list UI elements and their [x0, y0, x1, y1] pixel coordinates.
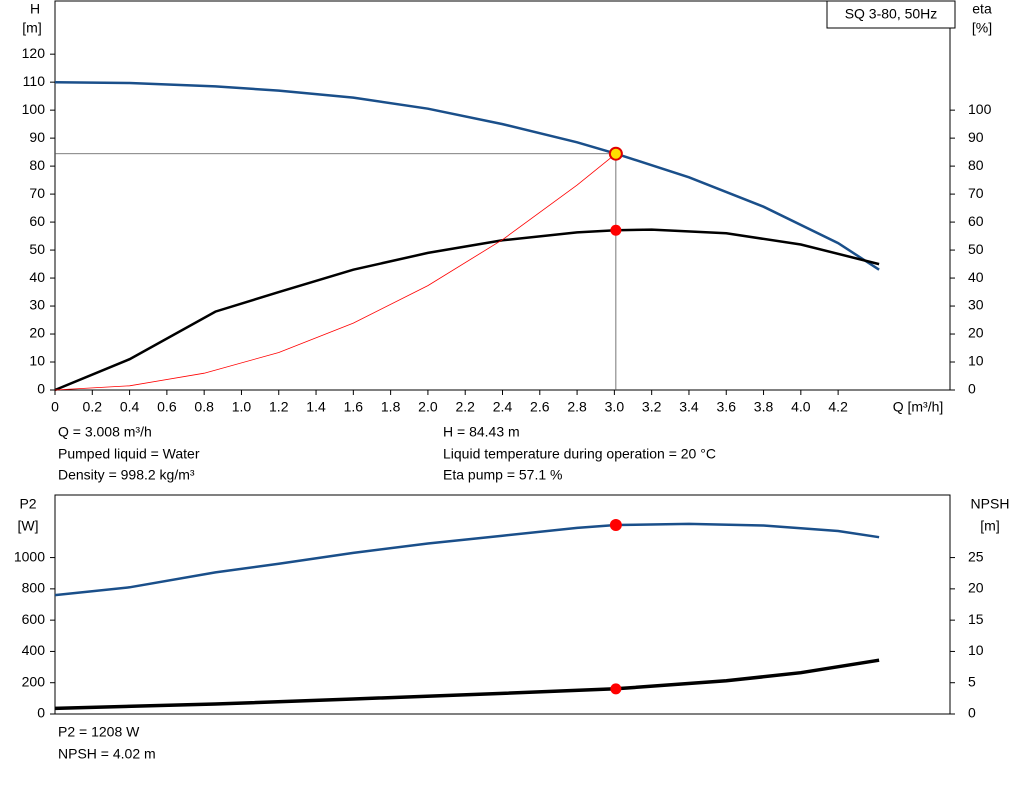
y-axis-label: [m]: [22, 20, 41, 36]
y2-tick-label: 0: [968, 381, 976, 397]
annotation: Liquid temperature during operation = 20…: [443, 446, 716, 462]
x-tick-label: 0.6: [157, 399, 177, 415]
y2-tick-label: 40: [968, 269, 984, 285]
y-tick-label: 50: [29, 241, 45, 257]
annotation: Q = 3.008 m³/h: [58, 424, 152, 440]
x-tick-label: 1.6: [344, 399, 364, 415]
operating-point: [609, 519, 622, 532]
y-tick-label: 600: [22, 611, 46, 627]
x-axis-label: Q [m³/h]: [893, 399, 944, 415]
y-tick-label: 1000: [14, 548, 45, 564]
y2-tick-label: 60: [968, 213, 984, 229]
y2-tick-label: 15: [968, 611, 984, 627]
x-tick-label: 2.2: [455, 399, 475, 415]
y2-tick-label: 10: [968, 642, 984, 658]
x-tick-label: 2.4: [493, 399, 513, 415]
x-tick-label: 3.0: [605, 399, 625, 415]
y-tick-label: 0: [37, 705, 45, 721]
y2-tick-label: 50: [968, 241, 984, 257]
y-tick-label: 70: [29, 185, 45, 201]
annotation: Density = 998.2 kg/m³: [58, 467, 195, 483]
y-tick-label: 100: [22, 101, 46, 117]
x-tick-label: 3.8: [754, 399, 774, 415]
annotation: P2 = 1208 W: [58, 724, 140, 740]
operating-point-y2: [610, 224, 622, 236]
x-tick-label: 2.6: [530, 399, 550, 415]
y-tick-label: 40: [29, 269, 45, 285]
y2-tick-label: 0: [968, 705, 976, 721]
y2-tick-label: 20: [968, 325, 984, 341]
title-box: [826, 0, 956, 29]
y-tick-label: 120: [22, 45, 46, 61]
x-tick-label: 1.2: [269, 399, 289, 415]
operating-point: [608, 146, 623, 161]
y2-axis-label: eta: [972, 1, 992, 17]
y-axis-label: [W]: [18, 518, 39, 534]
y2-tick-label: 80: [968, 157, 984, 173]
y2-tick-label: 90: [968, 129, 984, 145]
y-axis-label: H: [30, 1, 40, 17]
y2-tick-label: 30: [968, 297, 984, 313]
y-axis-label: P2: [19, 496, 36, 512]
y2-tick-label: 100: [968, 101, 992, 117]
y2-tick-label: 10: [968, 353, 984, 369]
x-tick-label: 2.0: [418, 399, 438, 415]
x-tick-label: 0: [51, 399, 59, 415]
x-tick-label: 3.6: [717, 399, 737, 415]
x-tick-label: 3.2: [642, 399, 662, 415]
y-tick-label: 80: [29, 157, 45, 173]
y-tick-label: 60: [29, 213, 45, 229]
x-tick-label: 4.0: [791, 399, 811, 415]
plot-frame: [54, 494, 951, 715]
annotation: Eta pump = 57.1 %: [443, 467, 562, 483]
y2-tick-label: 25: [968, 548, 984, 564]
y-tick-label: 110: [23, 73, 46, 89]
annotation: Pumped liquid = Water: [58, 446, 200, 462]
x-tick-label: 0.4: [120, 399, 140, 415]
y-tick-label: 90: [29, 129, 45, 145]
y-tick-label: 400: [22, 642, 46, 658]
curve: [54, 153, 617, 391]
y-tick-label: 800: [22, 580, 46, 596]
x-tick-label: 1.0: [232, 399, 252, 415]
y-tick-label: 200: [22, 673, 46, 689]
y-tick-label: 0: [37, 381, 45, 397]
y2-axis-label: NPSH: [971, 496, 1010, 512]
y2-axis-label: [%]: [972, 20, 992, 36]
annotation: NPSH = 4.02 m: [58, 746, 156, 762]
operating-point-y2: [610, 683, 622, 695]
curve: [54, 658, 880, 711]
y-tick-label: 10: [29, 353, 45, 369]
x-tick-label: 2.8: [567, 399, 587, 415]
curve: [54, 80, 880, 271]
y-tick-label: 20: [29, 325, 45, 341]
annotation: H = 84.43 m: [443, 424, 520, 440]
chart-title: SQ 3-80, 50Hz: [845, 6, 938, 22]
y2-tick-label: 5: [968, 673, 976, 689]
x-tick-label: 3.4: [679, 399, 699, 415]
y2-axis-label: [m]: [980, 518, 999, 534]
x-tick-label: 4.2: [828, 399, 848, 415]
curve: [54, 228, 880, 392]
plot-frame: [54, 0, 951, 391]
x-tick-label: 0.2: [83, 399, 103, 415]
y-tick-label: 30: [29, 297, 45, 313]
x-tick-label: 1.8: [381, 399, 401, 415]
y2-tick-label: 70: [968, 185, 984, 201]
y2-tick-label: 20: [968, 580, 984, 596]
x-tick-label: 1.4: [306, 399, 326, 415]
curve: [54, 522, 880, 597]
x-tick-label: 0.8: [194, 399, 214, 415]
